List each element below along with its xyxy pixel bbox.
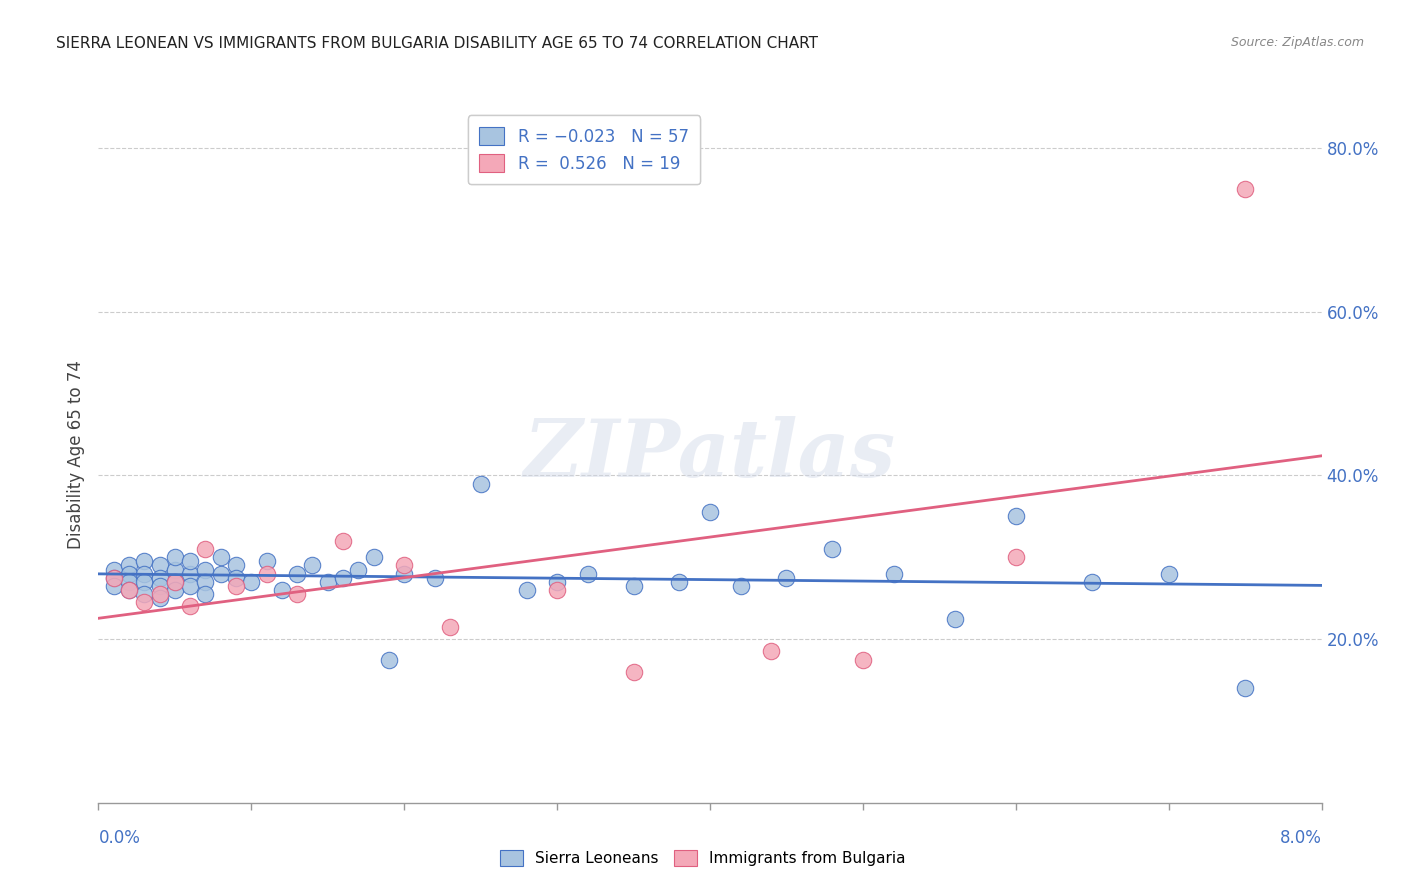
Point: [194, 587, 217, 601]
Point: [179, 566, 201, 581]
Point: [118, 558, 141, 573]
Point: [256, 566, 278, 581]
Point: [225, 558, 247, 573]
Point: [103, 579, 125, 593]
Point: [163, 574, 186, 589]
Point: [149, 579, 172, 593]
Point: [149, 587, 172, 601]
Point: [363, 550, 385, 565]
Point: [194, 574, 217, 589]
Point: [1004, 550, 1026, 565]
Point: [179, 554, 201, 568]
Point: [163, 574, 186, 589]
Point: [392, 558, 416, 573]
Point: [118, 582, 141, 597]
Point: [775, 571, 797, 585]
Point: [103, 571, 125, 585]
Point: [576, 566, 599, 581]
Point: [103, 571, 125, 585]
Point: [730, 579, 752, 593]
Point: [149, 571, 172, 585]
Point: [118, 566, 141, 581]
Point: [392, 566, 416, 581]
Point: [194, 562, 217, 576]
Point: [225, 571, 247, 585]
Point: [943, 612, 966, 626]
Point: [623, 665, 645, 679]
Text: 0.0%: 0.0%: [98, 830, 141, 847]
Point: [623, 579, 645, 593]
Text: ZIPatlas: ZIPatlas: [524, 417, 896, 493]
Point: [423, 571, 446, 585]
Point: [134, 595, 156, 609]
Point: [668, 574, 690, 589]
Point: [883, 566, 905, 581]
Point: [1234, 681, 1257, 696]
Text: Source: ZipAtlas.com: Source: ZipAtlas.com: [1230, 36, 1364, 49]
Point: [256, 554, 278, 568]
Point: [103, 562, 125, 576]
Point: [225, 579, 247, 593]
Point: [149, 558, 172, 573]
Point: [240, 574, 263, 589]
Text: 8.0%: 8.0%: [1279, 830, 1322, 847]
Legend: Sierra Leoneans, Immigrants from Bulgaria: Sierra Leoneans, Immigrants from Bulgari…: [491, 841, 915, 875]
Point: [699, 505, 721, 519]
Point: [209, 566, 232, 581]
Point: [179, 599, 201, 614]
Point: [1234, 182, 1257, 196]
Point: [332, 533, 354, 548]
Point: [316, 574, 339, 589]
Point: [134, 587, 156, 601]
Point: [821, 542, 844, 557]
Point: [546, 574, 568, 589]
Point: [516, 582, 538, 597]
Point: [546, 582, 568, 597]
Point: [209, 550, 232, 565]
Point: [378, 652, 401, 666]
Point: [759, 644, 782, 658]
Y-axis label: Disability Age 65 to 74: Disability Age 65 to 74: [66, 360, 84, 549]
Point: [470, 476, 492, 491]
Point: [149, 591, 172, 606]
Point: [270, 582, 294, 597]
Point: [118, 582, 141, 597]
Point: [179, 579, 201, 593]
Point: [163, 562, 186, 576]
Point: [347, 562, 370, 576]
Point: [1081, 574, 1104, 589]
Point: [163, 550, 186, 565]
Point: [194, 542, 217, 557]
Point: [332, 571, 354, 585]
Text: SIERRA LEONEAN VS IMMIGRANTS FROM BULGARIA DISABILITY AGE 65 TO 74 CORRELATION C: SIERRA LEONEAN VS IMMIGRANTS FROM BULGAR…: [56, 36, 818, 51]
Point: [301, 558, 323, 573]
Point: [134, 566, 156, 581]
Point: [1157, 566, 1180, 581]
Point: [285, 566, 308, 581]
Point: [1004, 509, 1026, 524]
Point: [439, 620, 461, 634]
Point: [118, 574, 141, 589]
Point: [163, 582, 186, 597]
Point: [134, 574, 156, 589]
Point: [134, 554, 156, 568]
Legend: R = −0.023   N = 57, R =  0.526   N = 19: R = −0.023 N = 57, R = 0.526 N = 19: [468, 115, 700, 185]
Point: [285, 587, 308, 601]
Point: [852, 652, 875, 666]
